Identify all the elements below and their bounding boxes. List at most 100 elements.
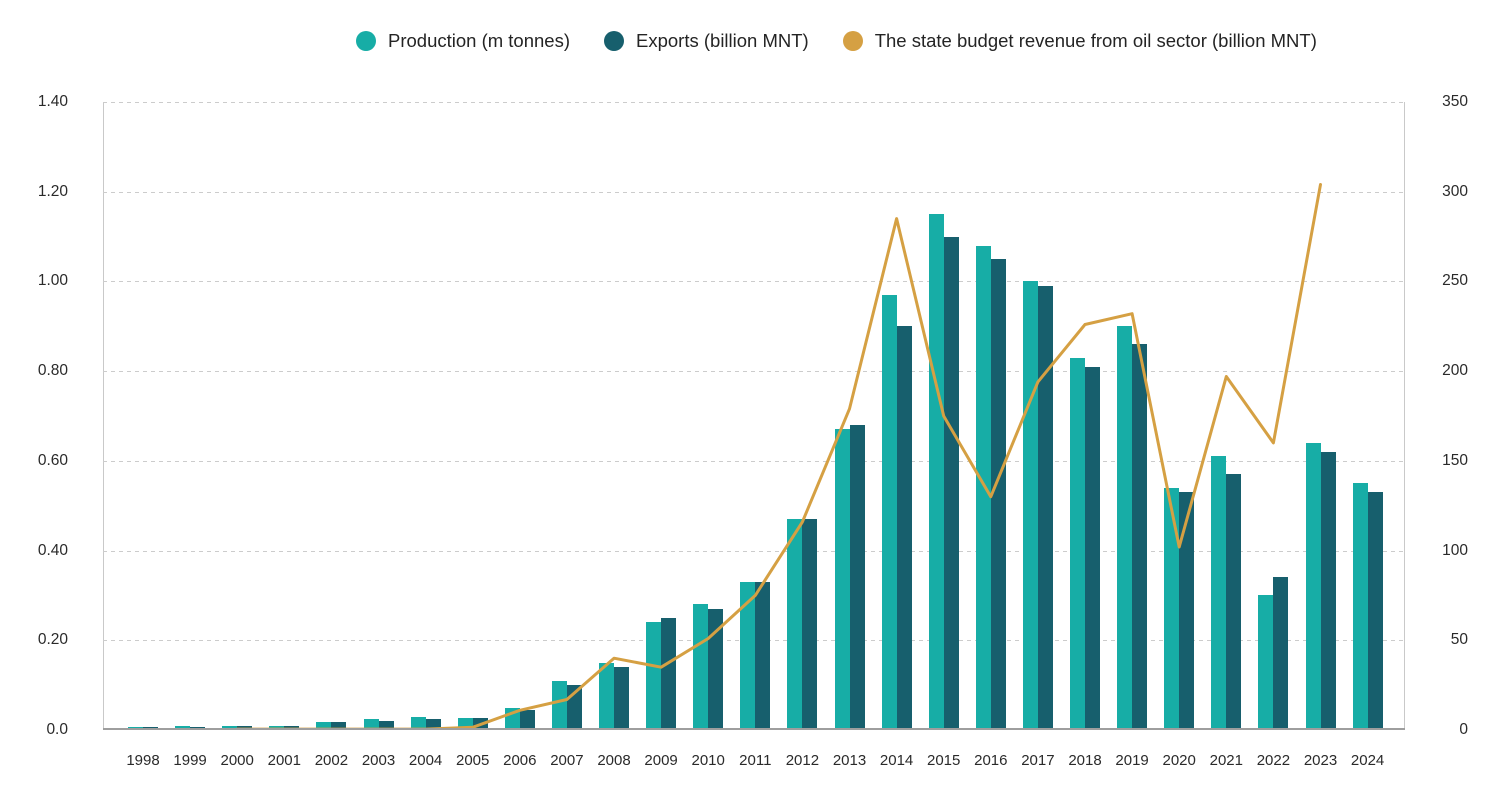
bar-production [787,519,803,728]
bar-exports [1179,492,1195,728]
x-axis-label: 2020 [1162,752,1196,769]
gridline [103,371,1405,373]
x-axis-label: 2019 [1115,752,1149,769]
bar-production [175,726,191,728]
bar-exports [1320,452,1336,728]
bar-exports [425,719,441,728]
x-axis-label: 2011 [739,752,772,769]
bar-production [1352,483,1368,728]
x-axis-label: 2013 [832,752,867,769]
x-axis-label: 2002 [314,752,349,769]
bar-exports [1037,286,1053,728]
x-axis-label: 2024 [1350,752,1385,769]
bar-production [128,727,143,728]
gridline [103,460,1405,462]
x-axis-label: 2000 [220,752,254,769]
legend-dot-icon [604,31,625,51]
bar-production [834,429,850,728]
bar-exports [378,721,394,728]
x-axis-label: 2014 [879,752,914,769]
bar-exports [472,718,488,728]
bar-exports [614,667,629,728]
bar-exports [190,727,206,728]
x-axis-label: 2003 [361,752,396,769]
bar-exports [802,519,818,728]
bar-production [1070,358,1085,728]
bar-exports [1273,577,1289,728]
legend-item: The state budget revenue from oil sector… [842,30,1317,52]
y-axis-label-left: 0.40 [37,541,68,559]
x-axis-label: 2022 [1256,752,1291,769]
chart-legend: Production (m tonnes) Exports (billion MN… [356,30,1317,52]
y-axis-label-left: 0.0 [46,721,68,738]
bar-exports [1132,344,1148,728]
bar-exports [566,685,582,728]
x-axis-label: 2021 [1209,752,1243,769]
bar-production [1164,488,1180,728]
bar-production [693,604,709,728]
x-axis-label: 2005 [456,752,490,769]
bar-exports [519,710,535,728]
bar-exports [755,582,771,728]
bar-production [646,622,662,728]
bar-production [740,582,756,728]
x-axis-label: 2017 [1021,752,1055,769]
x-axis-label: 2016 [974,752,1008,769]
x-axis-label: 2008 [597,752,631,769]
y-axis-label-right: 150 [1442,451,1468,469]
plot-right-border [1404,102,1405,730]
x-axis-line [103,728,1405,730]
revenue-line [235,183,1322,730]
x-axis-label: 2006 [503,752,537,769]
y-axis-label-right: 0 [1459,721,1468,738]
y-axis-label-left: 0.60 [37,451,68,469]
bar-production [551,681,567,728]
bar-exports [1085,367,1100,728]
bar-production [1022,281,1038,728]
y-axis-label-right: 50 [1450,631,1468,649]
y-axis-label-left: 1.40 [37,93,68,110]
y-axis-label-right: 100 [1442,541,1468,559]
bar-production [1117,326,1133,728]
y-axis-label-right: 250 [1442,272,1468,290]
bar-exports [849,425,865,728]
bar-exports [1367,492,1383,728]
x-axis-label: 2015 [927,752,961,769]
x-axis-label: 2023 [1303,752,1338,769]
bar-exports [896,326,912,728]
x-axis-label: 2018 [1068,752,1102,769]
legend-dot-icon [356,31,376,51]
x-axis-label: 2010 [691,752,725,769]
y-axis-label-right: 350 [1442,93,1468,110]
bar-production [1211,456,1227,728]
legend-item: Exports (billion MNT) [604,30,809,52]
bar-exports [708,609,724,728]
bar-production [1258,595,1274,728]
x-axis-label: 2004 [408,752,443,769]
legend-item: Production (m tonnes) [356,30,570,52]
bar-exports [943,237,959,728]
y-axis-label-right: 300 [1442,182,1468,200]
bar-production [504,708,520,728]
legend-dot-icon [842,31,863,51]
x-axis-label: 2009 [644,752,678,769]
bar-production [410,717,426,728]
legend-label: The state budget revenue from oil sector… [874,30,1317,51]
bar-production [457,718,473,728]
bar-production [363,719,379,728]
x-axis-label: 2001 [267,752,301,769]
bar-production [222,726,238,728]
plot-area [103,102,1405,730]
x-axis-label: 1998 [126,752,160,769]
bar-production [599,663,614,728]
bar-exports [1226,474,1242,728]
legend-label: Production (m tonnes) [388,30,571,51]
gridline [103,102,1405,103]
bar-exports [661,618,677,728]
bar-production [1305,443,1321,728]
bar-production [975,246,991,728]
gridline [103,550,1405,552]
y-axis-label-right: 200 [1442,362,1468,380]
bar-production [881,295,897,728]
